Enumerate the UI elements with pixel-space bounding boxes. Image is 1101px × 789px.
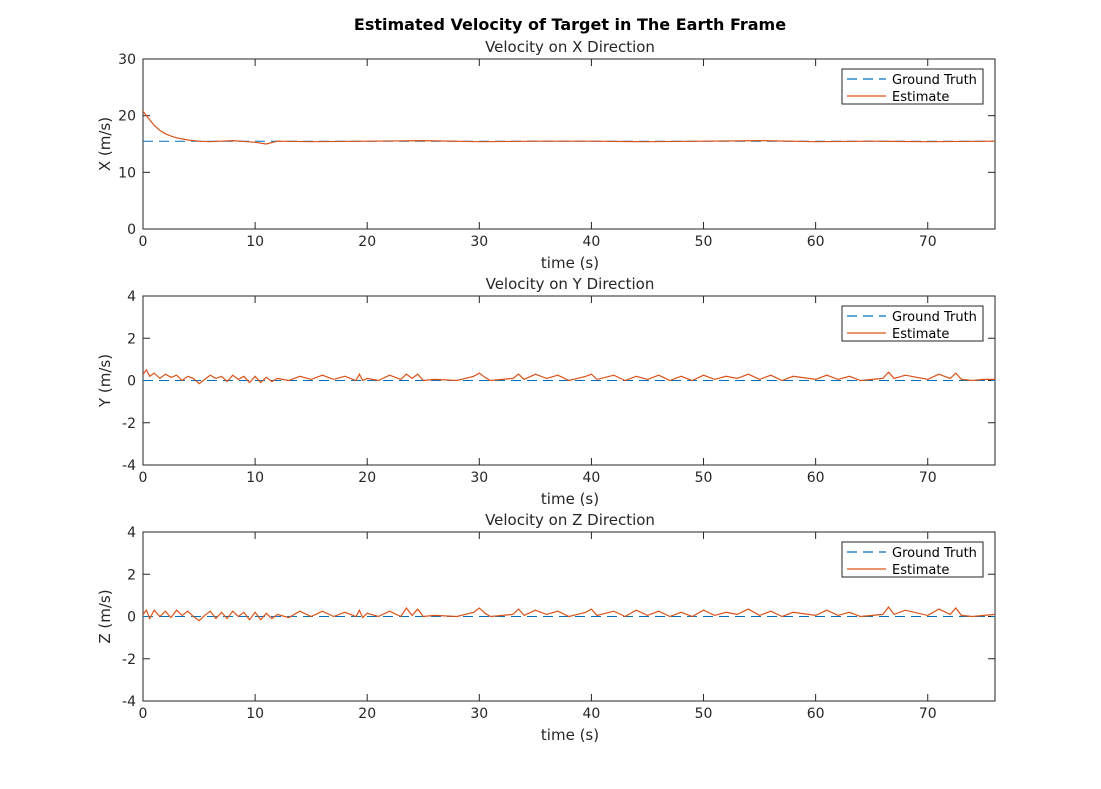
y-tick-label: -4	[122, 458, 136, 474]
legend-label-estimate: Estimate	[892, 327, 949, 342]
y-tick-label: -2	[122, 652, 136, 668]
x-tick-label: 0	[139, 234, 148, 250]
x-tick-label: 60	[807, 234, 825, 250]
y-tick-label: 10	[118, 165, 136, 181]
x-tick-label: 60	[807, 706, 825, 722]
x-tick-label: 70	[919, 234, 937, 250]
legend-z: Ground Truth Estimate	[841, 541, 984, 578]
y-tick-label: 0	[127, 610, 136, 626]
y-tick-label: 30	[118, 52, 136, 68]
x-tick-label: 0	[139, 470, 148, 486]
legend-box	[841, 305, 984, 342]
subplot-title-x: Velocity on X Direction	[485, 38, 655, 56]
legend-x: Ground Truth Estimate	[841, 68, 984, 105]
y-tick-label: -2	[122, 416, 136, 432]
y-tick-label: 0	[127, 374, 136, 390]
x-axis-label-y: time (s)	[541, 490, 599, 508]
x-tick-label: 60	[807, 470, 825, 486]
y-tick-label: 20	[118, 109, 136, 125]
legend-box	[841, 68, 984, 105]
x-tick-label: 10	[246, 470, 264, 486]
estimate-line-y	[143, 368, 995, 385]
x-tick-label: 50	[695, 470, 713, 486]
estimate-line-x	[143, 110, 995, 145]
x-tick-label: 30	[470, 234, 488, 250]
x-tick-label: 20	[358, 234, 376, 250]
legend-box	[841, 541, 984, 578]
x-tick-label: 70	[919, 706, 937, 722]
subplot-x: Velocity on X Direction 0 10 20 30 40 50 60 70 0 1…	[96, 38, 996, 272]
y-axis-label-x: X (m/s)	[96, 117, 114, 171]
x-tick-label: 20	[358, 706, 376, 722]
y-tick-label: 0	[127, 222, 136, 238]
y-axis-label-z: Z (m/s)	[96, 589, 114, 643]
subplot-title-y: Velocity on Y Direction	[486, 275, 655, 293]
y-tick-label: -4	[122, 694, 136, 710]
x-tick-label: 30	[470, 706, 488, 722]
x-tick-label: 50	[695, 234, 713, 250]
x-tick-label: 10	[246, 234, 264, 250]
y-tick-label: 4	[127, 289, 136, 305]
x-tick-label: 40	[583, 234, 601, 250]
legend-y: Ground Truth Estimate	[841, 305, 984, 342]
subplot-title-z: Velocity on Z Direction	[485, 511, 655, 529]
legend-label-estimate: Estimate	[892, 90, 949, 105]
y-tick-label: 4	[127, 525, 136, 541]
x-tick-label: 30	[470, 470, 488, 486]
figure-title: Estimated Velocity of Target in The Eart…	[354, 15, 786, 34]
legend-label-ground-truth: Ground Truth	[892, 310, 977, 325]
x-tick-label: 50	[695, 706, 713, 722]
legend-label-ground-truth: Ground Truth	[892, 546, 977, 561]
y-axis-label-y: Y (m/s)	[96, 354, 114, 408]
x-tick-label: 0	[139, 706, 148, 722]
x-axis-label-z: time (s)	[541, 726, 599, 744]
x-tick-label: 10	[246, 706, 264, 722]
x-axis-label-x: time (s)	[541, 254, 599, 272]
legend-label-ground-truth: Ground Truth	[892, 73, 977, 88]
x-tick-label: 40	[583, 470, 601, 486]
x-tick-label: 40	[583, 706, 601, 722]
legend-label-estimate: Estimate	[892, 563, 949, 578]
y-tick-label: 2	[127, 331, 136, 347]
estimate-line-z	[143, 606, 995, 622]
x-tick-label: 70	[919, 470, 937, 486]
x-tick-label: 20	[358, 470, 376, 486]
y-tick-label: 2	[127, 567, 136, 583]
